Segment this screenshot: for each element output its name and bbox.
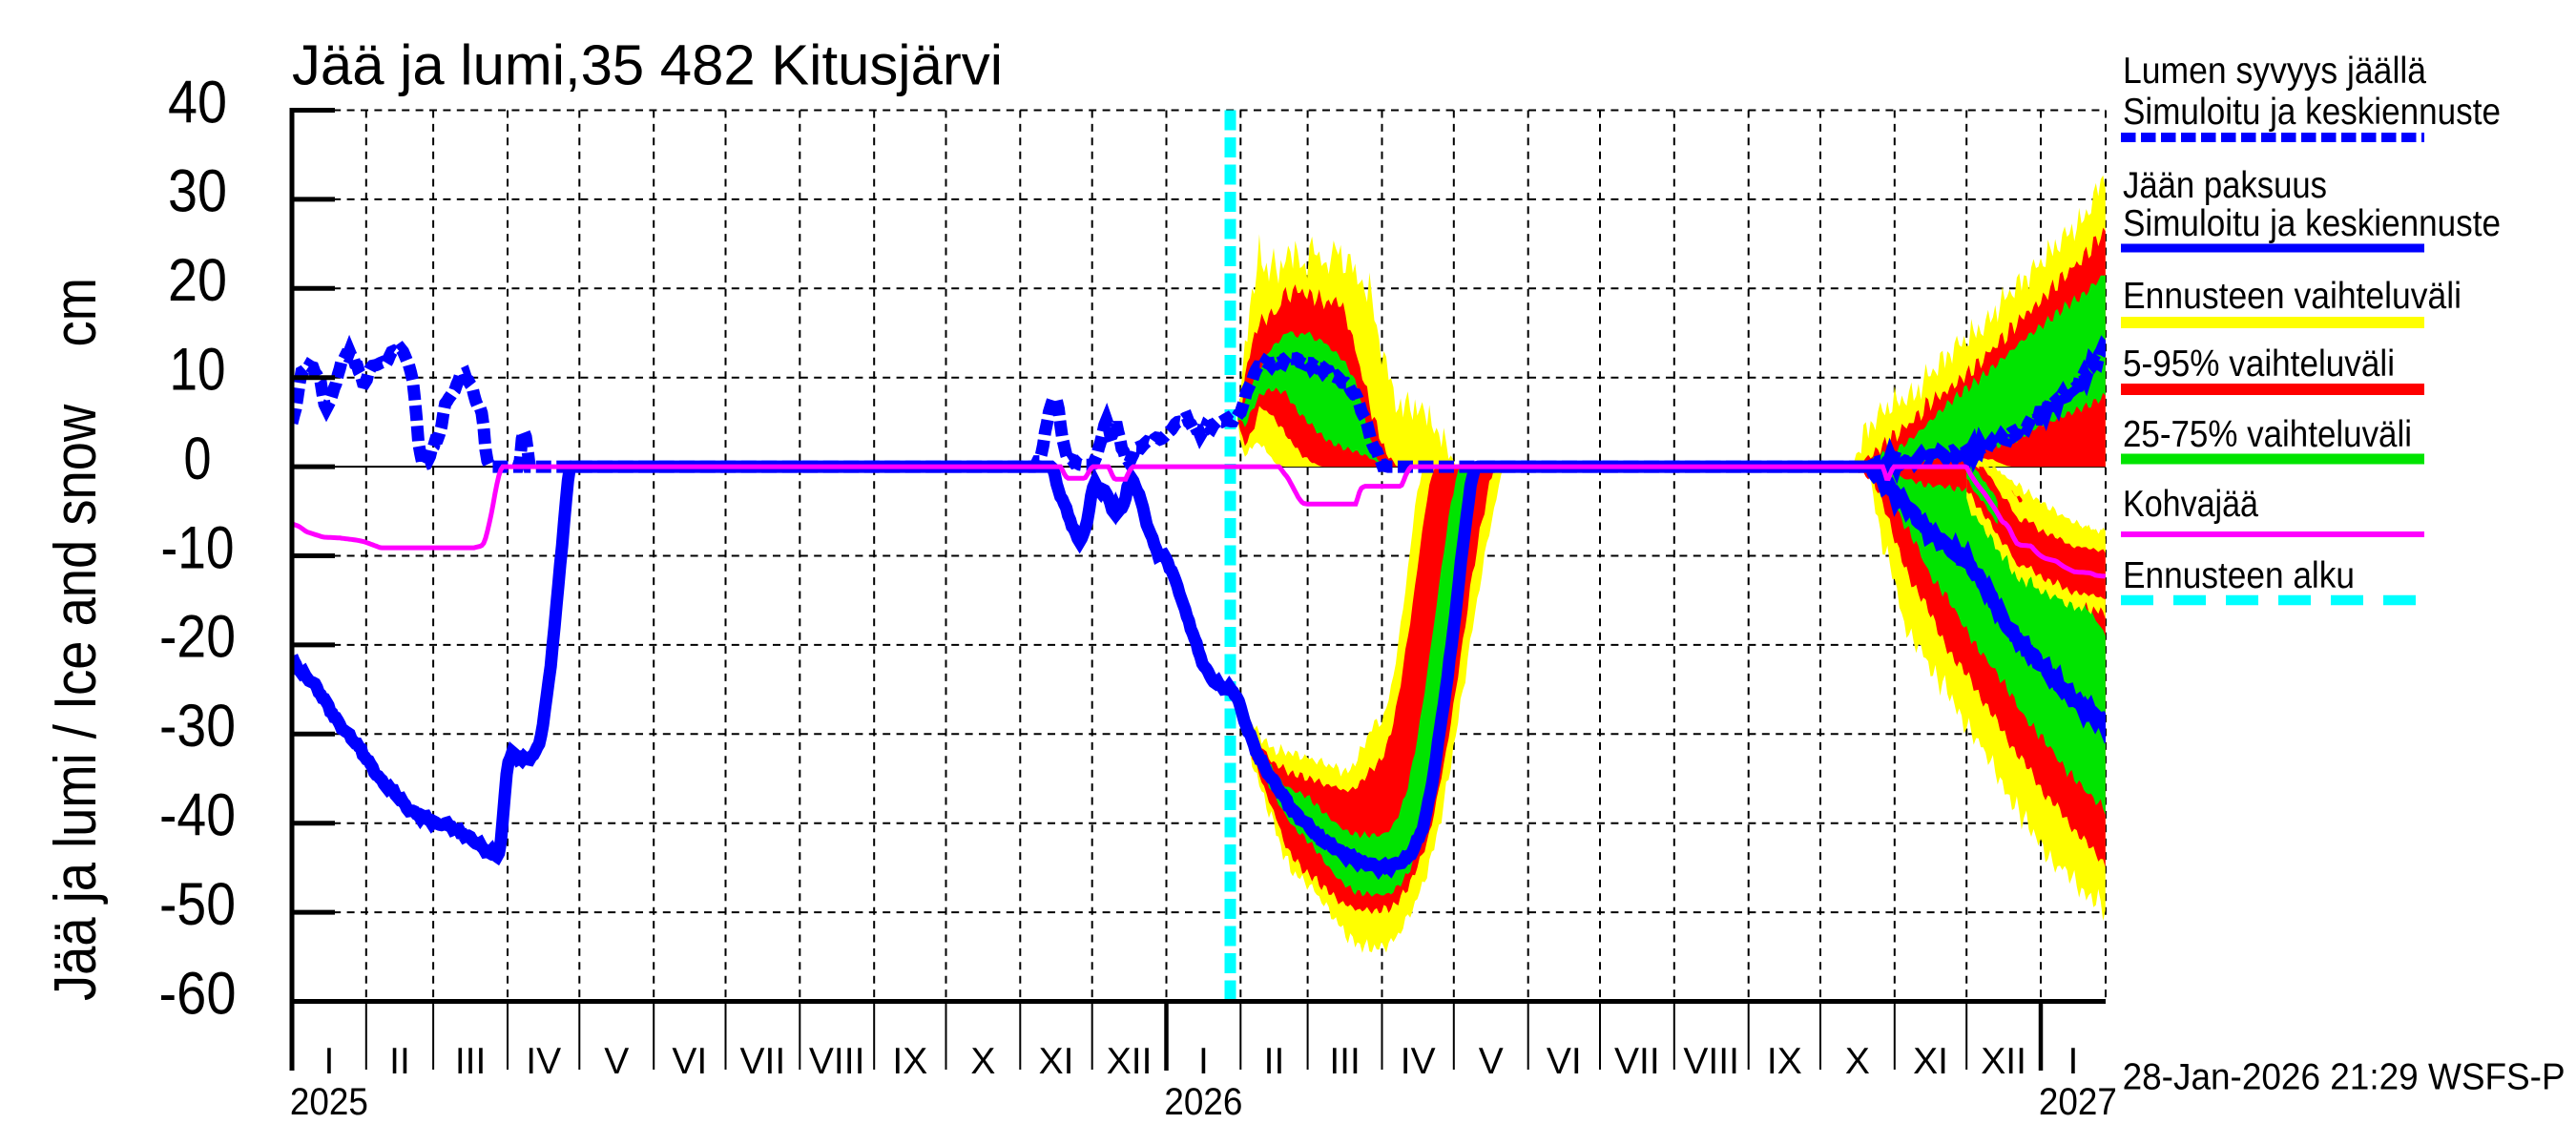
svg-text:28-Jan-2026 21:29 WSFS-P: 28-Jan-2026 21:29 WSFS-P [2123, 1057, 2566, 1098]
svg-text:Kohvajää: Kohvajää [2123, 484, 2258, 525]
svg-text:III: III [455, 1041, 487, 1082]
svg-text:5-95% vaihteluväli: 5-95% vaihteluväli [2123, 344, 2395, 385]
svg-text:Simuloitu ja keskiennuste: Simuloitu ja keskiennuste [2123, 203, 2501, 244]
svg-text:IV: IV [1401, 1041, 1436, 1082]
svg-text:Lumen syvyys jäällä: Lumen syvyys jäällä [2123, 51, 2426, 92]
svg-text:-60: -60 [159, 960, 237, 1027]
svg-text:VI: VI [1547, 1041, 1582, 1082]
svg-text:Simuloitu ja keskiennuste: Simuloitu ja keskiennuste [2123, 92, 2501, 133]
svg-text:II: II [389, 1041, 410, 1082]
svg-text:VI: VI [672, 1041, 707, 1082]
svg-text:XI: XI [1039, 1041, 1074, 1082]
svg-text:40: 40 [168, 69, 227, 135]
svg-text:V: V [604, 1041, 629, 1082]
svg-text:VII: VII [740, 1041, 786, 1082]
svg-text:-40: -40 [159, 782, 236, 849]
svg-text:I: I [1198, 1041, 1209, 1082]
svg-text:X: X [1845, 1041, 1870, 1082]
svg-text:-10: -10 [161, 514, 235, 581]
svg-text:I: I [2067, 1041, 2078, 1082]
svg-text:IX: IX [892, 1041, 927, 1082]
svg-text:10: 10 [170, 337, 226, 404]
svg-text:30: 30 [168, 158, 227, 225]
svg-text:I: I [323, 1041, 334, 1082]
svg-text:20: 20 [168, 247, 227, 314]
svg-text:25-75% vaihteluväli: 25-75% vaihteluväli [2123, 414, 2412, 455]
svg-text:2026: 2026 [1164, 1081, 1242, 1123]
svg-text:Ennusteen vaihteluväli: Ennusteen vaihteluväli [2123, 276, 2462, 317]
svg-text:VIII: VIII [1683, 1041, 1739, 1082]
svg-text:2027: 2027 [2039, 1081, 2117, 1123]
svg-text:-30: -30 [159, 693, 236, 760]
svg-text:IV: IV [526, 1041, 561, 1082]
svg-text:VII: VII [1614, 1041, 1660, 1082]
svg-text:X: X [970, 1041, 995, 1082]
svg-text:XII: XII [1107, 1041, 1153, 1082]
svg-text:VIII: VIII [809, 1041, 865, 1082]
svg-text:V: V [1479, 1041, 1504, 1082]
svg-text:Ennusteen alku: Ennusteen alku [2123, 555, 2355, 596]
svg-text:IX: IX [1767, 1041, 1802, 1082]
svg-text:-50: -50 [159, 871, 236, 938]
svg-text:XI: XI [1913, 1041, 1948, 1082]
svg-text:Jää ja lumi,35 482 Kitusjärvi: Jää ja lumi,35 482 Kitusjärvi [292, 33, 1003, 97]
svg-text:-20: -20 [159, 604, 236, 671]
svg-text:0: 0 [184, 426, 212, 492]
svg-text:II: II [1264, 1041, 1285, 1082]
svg-text:Jään paksuus: Jään paksuus [2123, 165, 2327, 206]
svg-text:III: III [1329, 1041, 1361, 1082]
svg-text:2025: 2025 [290, 1081, 368, 1123]
svg-text:Jää ja lumi / Ice and snow: Jää ja lumi / Ice and snow cm [43, 278, 109, 1001]
svg-text:XII: XII [1981, 1041, 2026, 1082]
